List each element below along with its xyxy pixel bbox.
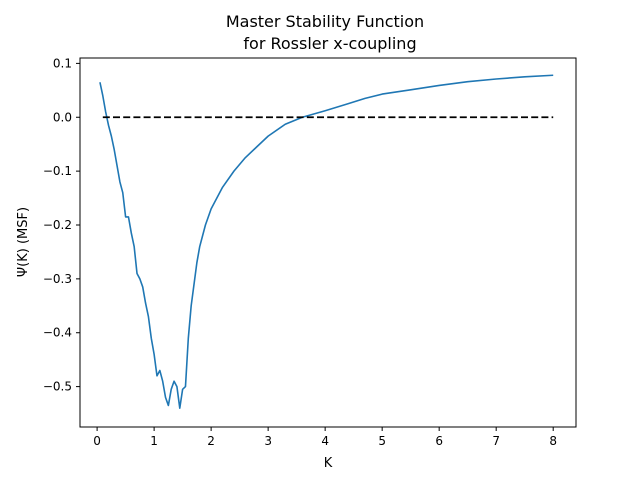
- x-tick-label: 4: [321, 434, 329, 448]
- y-tick-label: 0.1: [53, 56, 72, 70]
- y-tick-label: −0.1: [43, 164, 72, 178]
- y-tick-label: 0.0: [53, 110, 72, 124]
- x-tick-label: 3: [264, 434, 272, 448]
- axes-frame: [79, 57, 577, 428]
- chart-title-line1: Master Stability Function: [226, 12, 424, 31]
- msf-series-line: [99, 74, 554, 409]
- x-tick-label: 1: [150, 434, 158, 448]
- y-tick-label: −0.5: [43, 380, 72, 394]
- y-tick-label: −0.2: [43, 218, 72, 232]
- x-tick-label: 5: [378, 434, 386, 448]
- y-axis-label: Ψ(K) (MSF): [16, 207, 31, 277]
- y-tick-label: −0.3: [43, 272, 72, 286]
- y-tick-label: −0.4: [43, 326, 72, 340]
- plot-area: [99, 74, 554, 409]
- x-tick-label: 8: [549, 434, 557, 448]
- x-tick-label: 6: [435, 434, 443, 448]
- x-tick-label: 2: [207, 434, 215, 448]
- x-axis-label: K: [324, 456, 333, 471]
- axis-ticks: 0 1 2 3 4 5 6 7 8 0.1 0.0 −0.1 −0.2 −0.3 −0.4 −0.5: [43, 56, 557, 448]
- chart-title-line2: for Rossler x-coupling: [243, 34, 416, 53]
- x-tick-label: 0: [93, 434, 101, 448]
- x-tick-label: 7: [492, 434, 500, 448]
